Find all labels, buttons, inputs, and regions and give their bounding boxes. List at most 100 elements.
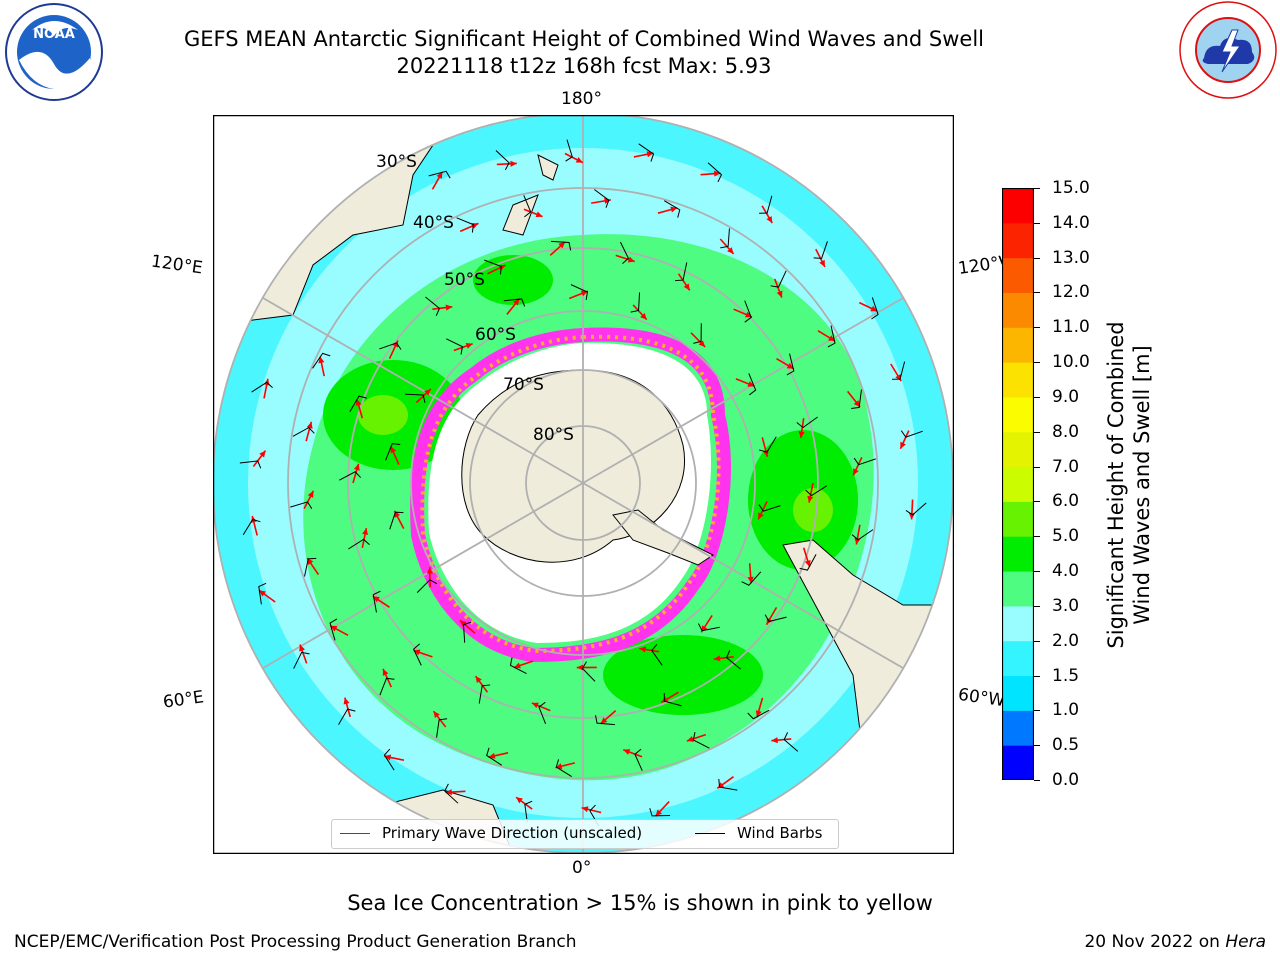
wave-direction-arrow [654, 801, 670, 817]
colorbar-segment [1002, 466, 1034, 502]
date-machine: Hera [1225, 932, 1266, 952]
legend-wind-label: Wind Barbs [737, 824, 823, 842]
wave-direction-arrow [899, 430, 910, 450]
wave-direction-arrow [384, 754, 405, 761]
colorbar-segment [1002, 710, 1034, 746]
wind-barb [425, 296, 441, 316]
wind-barb [851, 389, 862, 410]
colorbar-tick-label: 2.0 [1052, 630, 1080, 651]
colorbar-tick-label: 1.5 [1052, 665, 1080, 686]
wind-barb [725, 650, 741, 670]
wave-direction-arrow [306, 557, 320, 576]
wave-direction-arrow [802, 547, 811, 568]
colorbar-tick-label: 8.0 [1052, 421, 1080, 442]
colorbar-tick-mark [1034, 780, 1040, 781]
colorbar-segment [1002, 222, 1034, 259]
colorbar-tick-mark [1034, 362, 1040, 364]
wind-barb [827, 325, 836, 348]
colorbar-tick-label: 13.0 [1052, 247, 1090, 268]
wave-direction-arrow [413, 649, 433, 658]
colorbar-segment [1002, 292, 1034, 328]
legend-wind-swatch [695, 833, 725, 834]
wave-direction-arrow [817, 330, 836, 342]
wind-barb [796, 416, 818, 429]
wave-direction-arrow [657, 206, 678, 214]
colorbar-tick-mark [1034, 640, 1040, 642]
colorbar-segment [1002, 571, 1034, 607]
colorbar-tick-mark [1034, 745, 1040, 747]
wave-direction-arrow [361, 528, 369, 548]
wave-direction-arrow [798, 418, 805, 439]
wave-direction-arrow [632, 304, 648, 321]
wave-direction-arrow [807, 482, 814, 503]
map-canvas [212, 112, 955, 855]
wave-direction-arrow [445, 789, 466, 796]
wind-barb [555, 759, 572, 777]
longitude-grid [262, 113, 904, 853]
wind-barb [239, 460, 262, 469]
wind-barb [651, 644, 663, 666]
wave-direction-arrow [390, 445, 400, 465]
map-frame [212, 114, 955, 855]
wave-direction-arrow [755, 697, 764, 718]
wind-barb [853, 457, 876, 466]
wave-direction-arrow [343, 697, 351, 718]
map-legend: Primary Wave Direction (unscaled) Wind B… [331, 819, 839, 849]
wind-barb [570, 284, 588, 300]
wind-barb [900, 430, 923, 438]
wave-direction-arrow [600, 710, 617, 725]
wave-direction-arrow [686, 733, 707, 742]
colorbar-title: Significant Height of Combined Wind Wave… [1103, 321, 1155, 648]
wave-direction-arrow [773, 278, 783, 298]
wind-barb [871, 297, 879, 320]
colorbar-tick-label: 7.0 [1052, 456, 1080, 477]
wave-direction-arrow [690, 332, 706, 348]
colorbar-tick-label: 0.5 [1052, 735, 1080, 756]
wind-barb [372, 590, 381, 613]
wind-barb [478, 684, 491, 704]
colorbar-tick-mark [1034, 710, 1040, 712]
colorbar-tick-mark [1034, 571, 1040, 573]
colorbar-segment [1002, 362, 1034, 398]
colorbar-title-line1: Significant Height of Combined [1104, 321, 1128, 649]
lon-label-0: 0° [572, 858, 592, 878]
wave-direction-arrow [747, 563, 754, 584]
credit-text: NCEP/EMC/Verification Post Processing Pr… [14, 932, 577, 952]
wave-direction-arrow [622, 749, 643, 758]
wind-barb [786, 353, 795, 376]
colorbar-tick-mark [1034, 222, 1040, 224]
wind-barb [329, 618, 338, 641]
colorbar-tick-label: 9.0 [1052, 386, 1080, 407]
noaa-logo-text: NOAA [33, 27, 75, 42]
wave-direction-arrow [591, 197, 612, 204]
wave-direction-arrow [549, 241, 566, 256]
wind-barb [389, 511, 404, 530]
colorbar-segment [1002, 431, 1034, 468]
wind-barb [312, 352, 331, 369]
date-prefix: 20 Nov 2022 on [1084, 932, 1220, 952]
wind-barb [698, 623, 720, 632]
wind-barb [594, 189, 610, 208]
wave-direction-arrow [513, 660, 534, 669]
lon-label-120e: 120°E [149, 251, 204, 279]
wind-barb [619, 241, 630, 264]
wave-direction-arrow [713, 655, 734, 662]
wave-direction-arrow [677, 273, 691, 291]
lat-label-40s: 40°S [413, 213, 454, 233]
colorbar-tick-mark [1034, 257, 1040, 259]
wind-barb [551, 240, 572, 251]
colorbar-segment [1002, 501, 1034, 537]
wind-barb [783, 732, 799, 752]
wind-barb [484, 259, 502, 275]
colorbar-tick-mark [1034, 292, 1040, 294]
colorbar-segment [1002, 327, 1034, 363]
wave-direction-arrow [716, 776, 734, 790]
wind-barb [338, 708, 356, 725]
wave-direction-arrow [426, 567, 433, 588]
wave-direction-arrow [432, 304, 453, 311]
wave-direction-arrow [330, 625, 349, 636]
wind-barb [581, 661, 596, 682]
colorbar-segment [1002, 640, 1034, 677]
legend-wave-item: Primary Wave Direction (unscaled) [340, 824, 642, 842]
wind-barb [456, 217, 474, 233]
